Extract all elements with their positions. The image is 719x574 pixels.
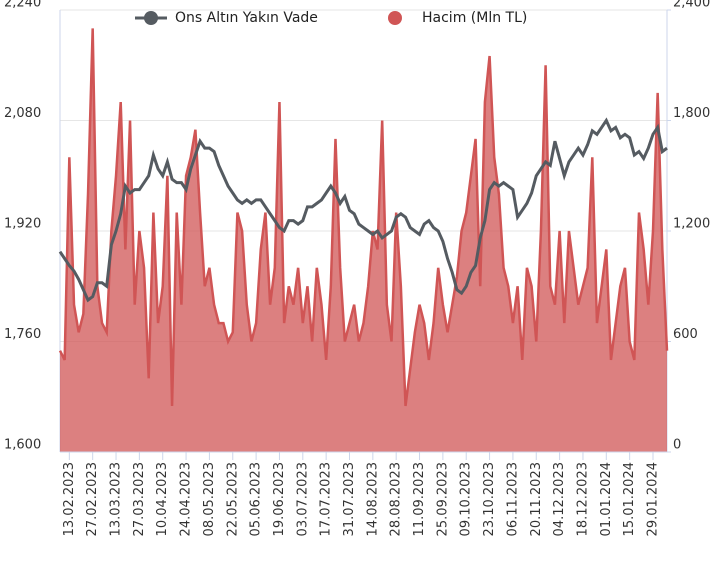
y2-tick-label: 2,400 — [673, 0, 710, 11]
x-tick-label: 06.11.2023 — [505, 462, 520, 536]
x-tick-label: 13.02.2023 — [62, 462, 77, 536]
legend-label: Hacim (Mln TL) — [422, 10, 527, 26]
x-tick-label: 03.07.2023 — [295, 462, 310, 536]
price-line — [58, 117, 668, 303]
volume-area — [60, 28, 667, 453]
y-tick-label: 1,760 — [4, 327, 41, 342]
y-tick-label: 1,920 — [4, 217, 41, 232]
x-tick-label: 31.07.2023 — [342, 462, 357, 536]
legend: Ons Altın Yakın Vade Hacim (Mln TL) — [135, 10, 527, 26]
y2-tick-label: 0 — [673, 438, 681, 453]
x-tick-label: 09.10.2023 — [459, 462, 474, 536]
x-tick-label: 23.10.2023 — [482, 462, 497, 536]
x-tick-label: 25.09.2023 — [435, 462, 450, 536]
x-tick-label: 24.04.2023 — [179, 462, 194, 536]
x-tick-label: 15.01.2024 — [622, 462, 637, 536]
y-tick-label: 2,080 — [4, 106, 41, 121]
x-tick-label: 08.05.2023 — [202, 462, 217, 536]
x-tick-label: 19.06.2023 — [272, 462, 287, 536]
y2-tick-label: 600 — [673, 327, 698, 342]
x-tick-label: 11.09.2023 — [412, 462, 427, 536]
y-tick-label: 2,240 — [4, 0, 41, 11]
y-tick-label: 1,600 — [4, 438, 41, 453]
x-tick-label: 22.05.2023 — [225, 462, 240, 536]
x-tick-label: 05.06.2023 — [249, 462, 264, 536]
x-tick-label: 20.11.2023 — [529, 462, 544, 536]
x-tick-label: 29.01.2024 — [645, 462, 660, 536]
x-tick-label: 27.02.2023 — [85, 462, 100, 536]
y2-tick-label: 1,800 — [673, 106, 710, 121]
y2-tick-label: 1,200 — [673, 217, 710, 232]
x-tick-label: 10.04.2023 — [155, 462, 170, 536]
legend-label: Ons Altın Yakın Vade — [175, 10, 318, 26]
volume-line — [58, 28, 669, 407]
x-tick-label: 17.07.2023 — [319, 462, 334, 536]
x-tick-label: 18.12.2023 — [575, 462, 590, 536]
x-tick-label: 27.03.2023 — [132, 462, 147, 536]
x-tick-label: 28.08.2023 — [389, 462, 404, 536]
x-tick-label: 14.08.2023 — [365, 462, 380, 536]
x-tick-label: 01.01.2024 — [599, 462, 614, 536]
x-tick-label: 13.03.2023 — [109, 462, 124, 536]
legend-marker — [388, 11, 402, 25]
legend-marker — [144, 11, 158, 25]
x-tick-label: 04.12.2023 — [552, 462, 567, 536]
